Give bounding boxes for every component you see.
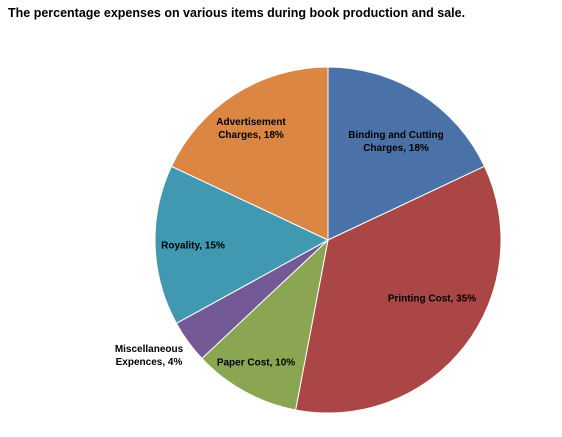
- pie-slice-advertisement-charges: [170, 66, 329, 241]
- pie-label-line: Expences, 4%: [116, 357, 183, 368]
- pie-label-line: Charges, 18%: [218, 130, 284, 141]
- pie-slice-royality: [154, 165, 330, 325]
- pie-slice-binding-and-cutting-charges: [327, 66, 486, 241]
- pie-slice-paper-cost: [201, 238, 329, 411]
- pie-label-line: Printing Cost, 35%: [388, 294, 476, 305]
- pie-label-line: Miscellaneous: [115, 344, 184, 355]
- pie-label-paper-cost: Paper Cost, 10%: [217, 358, 295, 369]
- pie-label-printing-cost: Printing Cost, 35%: [388, 294, 476, 305]
- pie-label-line: Royality, 15%: [161, 241, 225, 252]
- pie-label-line: Paper Cost, 10%: [217, 358, 295, 369]
- pie-label-royality: Royality, 15%: [161, 241, 225, 252]
- pie-label-miscellaneous-expences: Miscellaneous Expences, 4%: [115, 344, 184, 368]
- pie-slices: [154, 66, 502, 414]
- pie-labels: Binding and Cutting Charges, 18% Printing …: [115, 117, 476, 369]
- pie-label-binding-and-cutting-charges: Binding and Cutting Charges, 18%: [348, 130, 444, 154]
- pie-label-line: Advertisement: [216, 117, 286, 128]
- pie-slice-printing-cost: [294, 165, 502, 414]
- pie-label-line: Charges, 18%: [363, 143, 429, 154]
- chart-title: The percentage expenses on various items…: [8, 6, 466, 20]
- pie-label-line: Binding and Cutting: [348, 130, 444, 141]
- pie-label-advertisement-charges: Advertisement Charges, 18%: [216, 117, 286, 141]
